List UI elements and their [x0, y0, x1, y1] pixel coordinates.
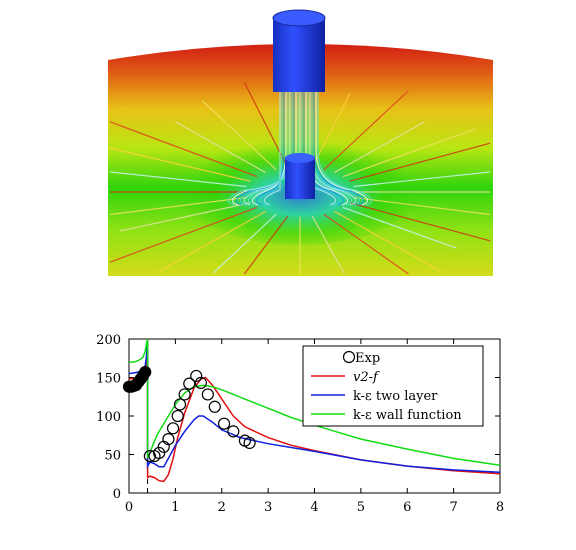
wall-streak — [243, 215, 289, 275]
y-tick-label: 200 — [96, 333, 121, 348]
x-tick-label: 4 — [310, 500, 318, 515]
jet-streamline — [259, 92, 283, 206]
x-tick-label: 3 — [264, 500, 272, 515]
wall-streak — [109, 121, 258, 178]
exp-point — [139, 366, 152, 379]
exp-point — [227, 425, 240, 438]
chart-legend: Exp v2-f k-ε two layer k-ε wall function — [302, 345, 484, 427]
legend-label-1: v2-f — [353, 370, 380, 385]
wall-streak — [109, 171, 247, 188]
chart-series — [122, 339, 500, 483]
y-tick-label: 150 — [96, 372, 121, 387]
jet-streamlines — [227, 92, 373, 206]
exp-point — [153, 446, 166, 460]
x-tick-label: 7 — [449, 500, 457, 515]
wall-streak — [353, 171, 491, 188]
x-tick-label: 8 — [496, 500, 504, 515]
jet-nozzle — [273, 18, 325, 92]
jet-streamline — [317, 92, 373, 206]
inner-cylinder-top — [285, 153, 315, 163]
wall-streak — [119, 202, 251, 232]
wall-streak — [353, 196, 491, 216]
exp-point — [201, 388, 214, 401]
exp-point — [217, 417, 231, 430]
wall-streak — [323, 213, 409, 275]
exp-point — [173, 398, 187, 411]
legend-box — [302, 345, 484, 427]
exp-point — [162, 433, 175, 446]
x-tick-label: 0 — [125, 500, 133, 515]
y-tick-label: 100 — [96, 410, 121, 425]
x-tick-label: 5 — [357, 500, 365, 515]
wall-streak — [333, 121, 425, 174]
cfd-flow-rendering — [108, 9, 493, 276]
legend-swatch-exp — [342, 350, 356, 364]
y-tick-label: 0 — [113, 487, 121, 502]
wall-streak — [109, 206, 258, 263]
jet-streamline — [315, 92, 369, 206]
legend-label-0: Exp — [355, 351, 380, 366]
exp-point — [190, 369, 203, 383]
legend-label-2: k-ε two layer — [353, 389, 438, 404]
wall-streak — [333, 210, 441, 272]
series-line-1 — [129, 339, 500, 483]
wall-streak — [243, 82, 289, 169]
chart-axes: 0 1 2 3 4 5 6 7 8 0 50 100 150 200 — [96, 333, 504, 515]
wall-streak — [342, 206, 457, 249]
x-tick-label: 1 — [171, 500, 179, 515]
wall-streak — [311, 215, 346, 275]
jet-streamline — [255, 92, 285, 206]
exp-point — [208, 400, 221, 413]
exp-point — [194, 376, 207, 389]
wall-streak — [159, 210, 267, 272]
jet-streamline — [263, 92, 281, 206]
wall-streamlines — [109, 82, 491, 275]
legend-label-3: k-ε wall function — [353, 408, 462, 423]
exp-point — [243, 436, 256, 450]
wall-streak — [323, 90, 409, 171]
jet-streamline — [313, 92, 365, 206]
exp-point — [166, 422, 180, 435]
wall-streak — [109, 196, 247, 216]
wall-streak — [212, 213, 277, 274]
wall-streak — [342, 128, 477, 178]
series-line-3 — [129, 339, 500, 467]
inner-cylinder — [285, 157, 315, 199]
wall-streak — [349, 202, 491, 242]
wall-streak — [349, 142, 491, 182]
exp-point — [178, 388, 191, 401]
x-tick-label: 6 — [403, 500, 411, 515]
exp-point — [143, 449, 156, 463]
x-tick-label: 2 — [218, 500, 226, 515]
jet-nozzle-top — [272, 9, 326, 27]
y-tick-label: 50 — [104, 449, 121, 464]
wall-streak — [175, 121, 267, 174]
exp-point — [183, 377, 196, 390]
series-line-2 — [129, 339, 500, 473]
wall-streak — [201, 100, 277, 171]
exp-point — [171, 409, 184, 423]
wall-streak — [109, 147, 251, 182]
